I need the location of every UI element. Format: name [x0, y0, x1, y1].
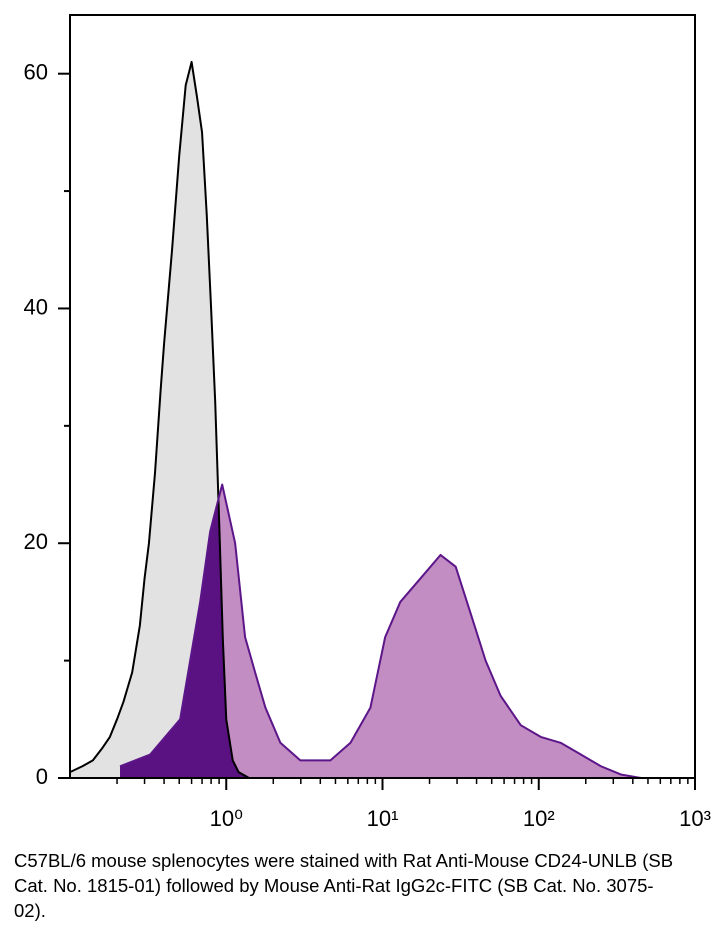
histogram-area	[120, 484, 641, 778]
histogram-line	[119, 483, 642, 779]
x-tick-label: 10¹	[367, 806, 399, 831]
x-tick-label: 10³	[679, 806, 711, 831]
y-tick-label: 40	[24, 294, 48, 319]
histogram-line	[69, 60, 250, 779]
y-tick-label: 60	[24, 60, 48, 85]
y-tick-label: 20	[24, 529, 48, 554]
caption: C57BL/6 mouse splenocytes were stained w…	[14, 850, 674, 921]
x-tick-label: 10⁰	[210, 806, 243, 831]
overlap-area	[120, 484, 250, 778]
x-tick-label: 10²	[523, 806, 555, 831]
chart: 0 20 40 60 10⁰ 10¹ 10² 10³	[24, 14, 711, 831]
y-tick-label: 0	[36, 764, 48, 789]
